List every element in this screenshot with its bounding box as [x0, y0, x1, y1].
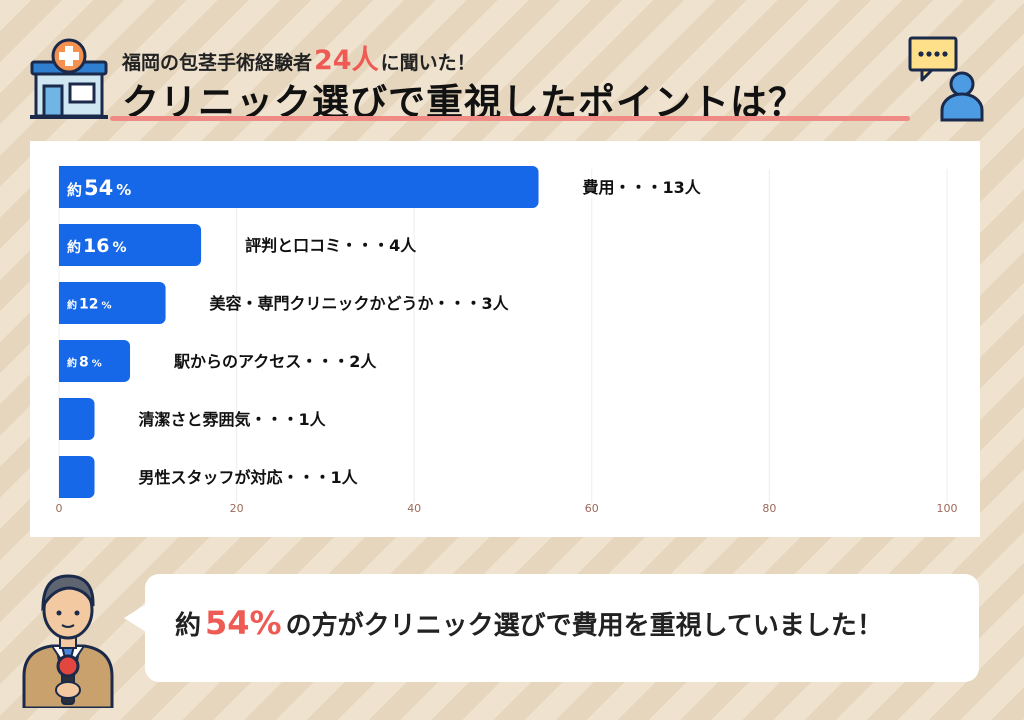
x-tick-label: 80	[762, 502, 776, 515]
comment-bubble-tail	[124, 604, 146, 632]
person-speech-bubble-icon	[908, 36, 984, 122]
x-tick-label: 20	[230, 502, 244, 515]
comment-bubble: 約 54% の方がクリニック選びで費用を重視していました！	[124, 574, 979, 682]
bar-value-label: 約 12%	[67, 296, 112, 312]
category-label: 美容・専門クリニックかどうか・・・3人	[210, 294, 510, 313]
bar-value-label: 約 16%	[67, 235, 126, 257]
category-label: 評判と口コミ・・・4人	[245, 236, 417, 255]
category-label: 清潔さと雰囲気・・・1人	[139, 410, 327, 429]
x-tick-label: 100	[937, 502, 958, 515]
x-tick-label: 60	[585, 502, 599, 515]
bar	[59, 224, 202, 266]
bar	[59, 340, 131, 382]
header: 福岡の包茎手術経験者24人 に聞いた！ クリニック選びで重視したポイントは？	[0, 0, 1024, 130]
chart-card: 約54% 費用・・・13人約 16% 評判と口コミ・・・4人約 12% 美容・専門クリニッ…	[30, 141, 980, 537]
subtitle-tail: に聞いた！	[380, 52, 476, 74]
comment-lead: 約	[175, 611, 202, 641]
bar-value-label: 約54%	[67, 176, 131, 200]
page-subtitle: 福岡の包茎手術経験者24人 に聞いた！	[122, 38, 476, 77]
reporter-illustration	[22, 574, 114, 708]
clinic-building-icon	[30, 38, 108, 119]
category-label: 費用・・・13人	[583, 178, 702, 197]
comment-area: 約 54% の方がクリニック選びで費用を重視していました！	[0, 550, 1024, 720]
bar	[59, 456, 95, 498]
bar	[59, 398, 95, 440]
bar	[59, 282, 166, 324]
category-label: 駅からのアクセス・・・2人	[173, 352, 377, 371]
title-underline	[110, 116, 910, 121]
subtitle-lead: 福岡の包茎手術経験者	[122, 52, 313, 74]
bar-value-label: 約 8%	[67, 354, 102, 370]
comment-highlight: 54%	[205, 604, 282, 642]
category-label: 男性スタッフが対応・・・1人	[139, 468, 359, 487]
x-tick-label: 0	[56, 502, 63, 515]
bar	[59, 166, 539, 208]
x-tick-label: 40	[407, 502, 421, 515]
comment-tail: の方がクリニック選びで費用を重視していました！	[285, 611, 883, 641]
comment-text: 約 54% の方がクリニック選びで費用を重視していました！	[175, 604, 883, 642]
subtitle-respondent-count: 24人	[314, 45, 379, 76]
